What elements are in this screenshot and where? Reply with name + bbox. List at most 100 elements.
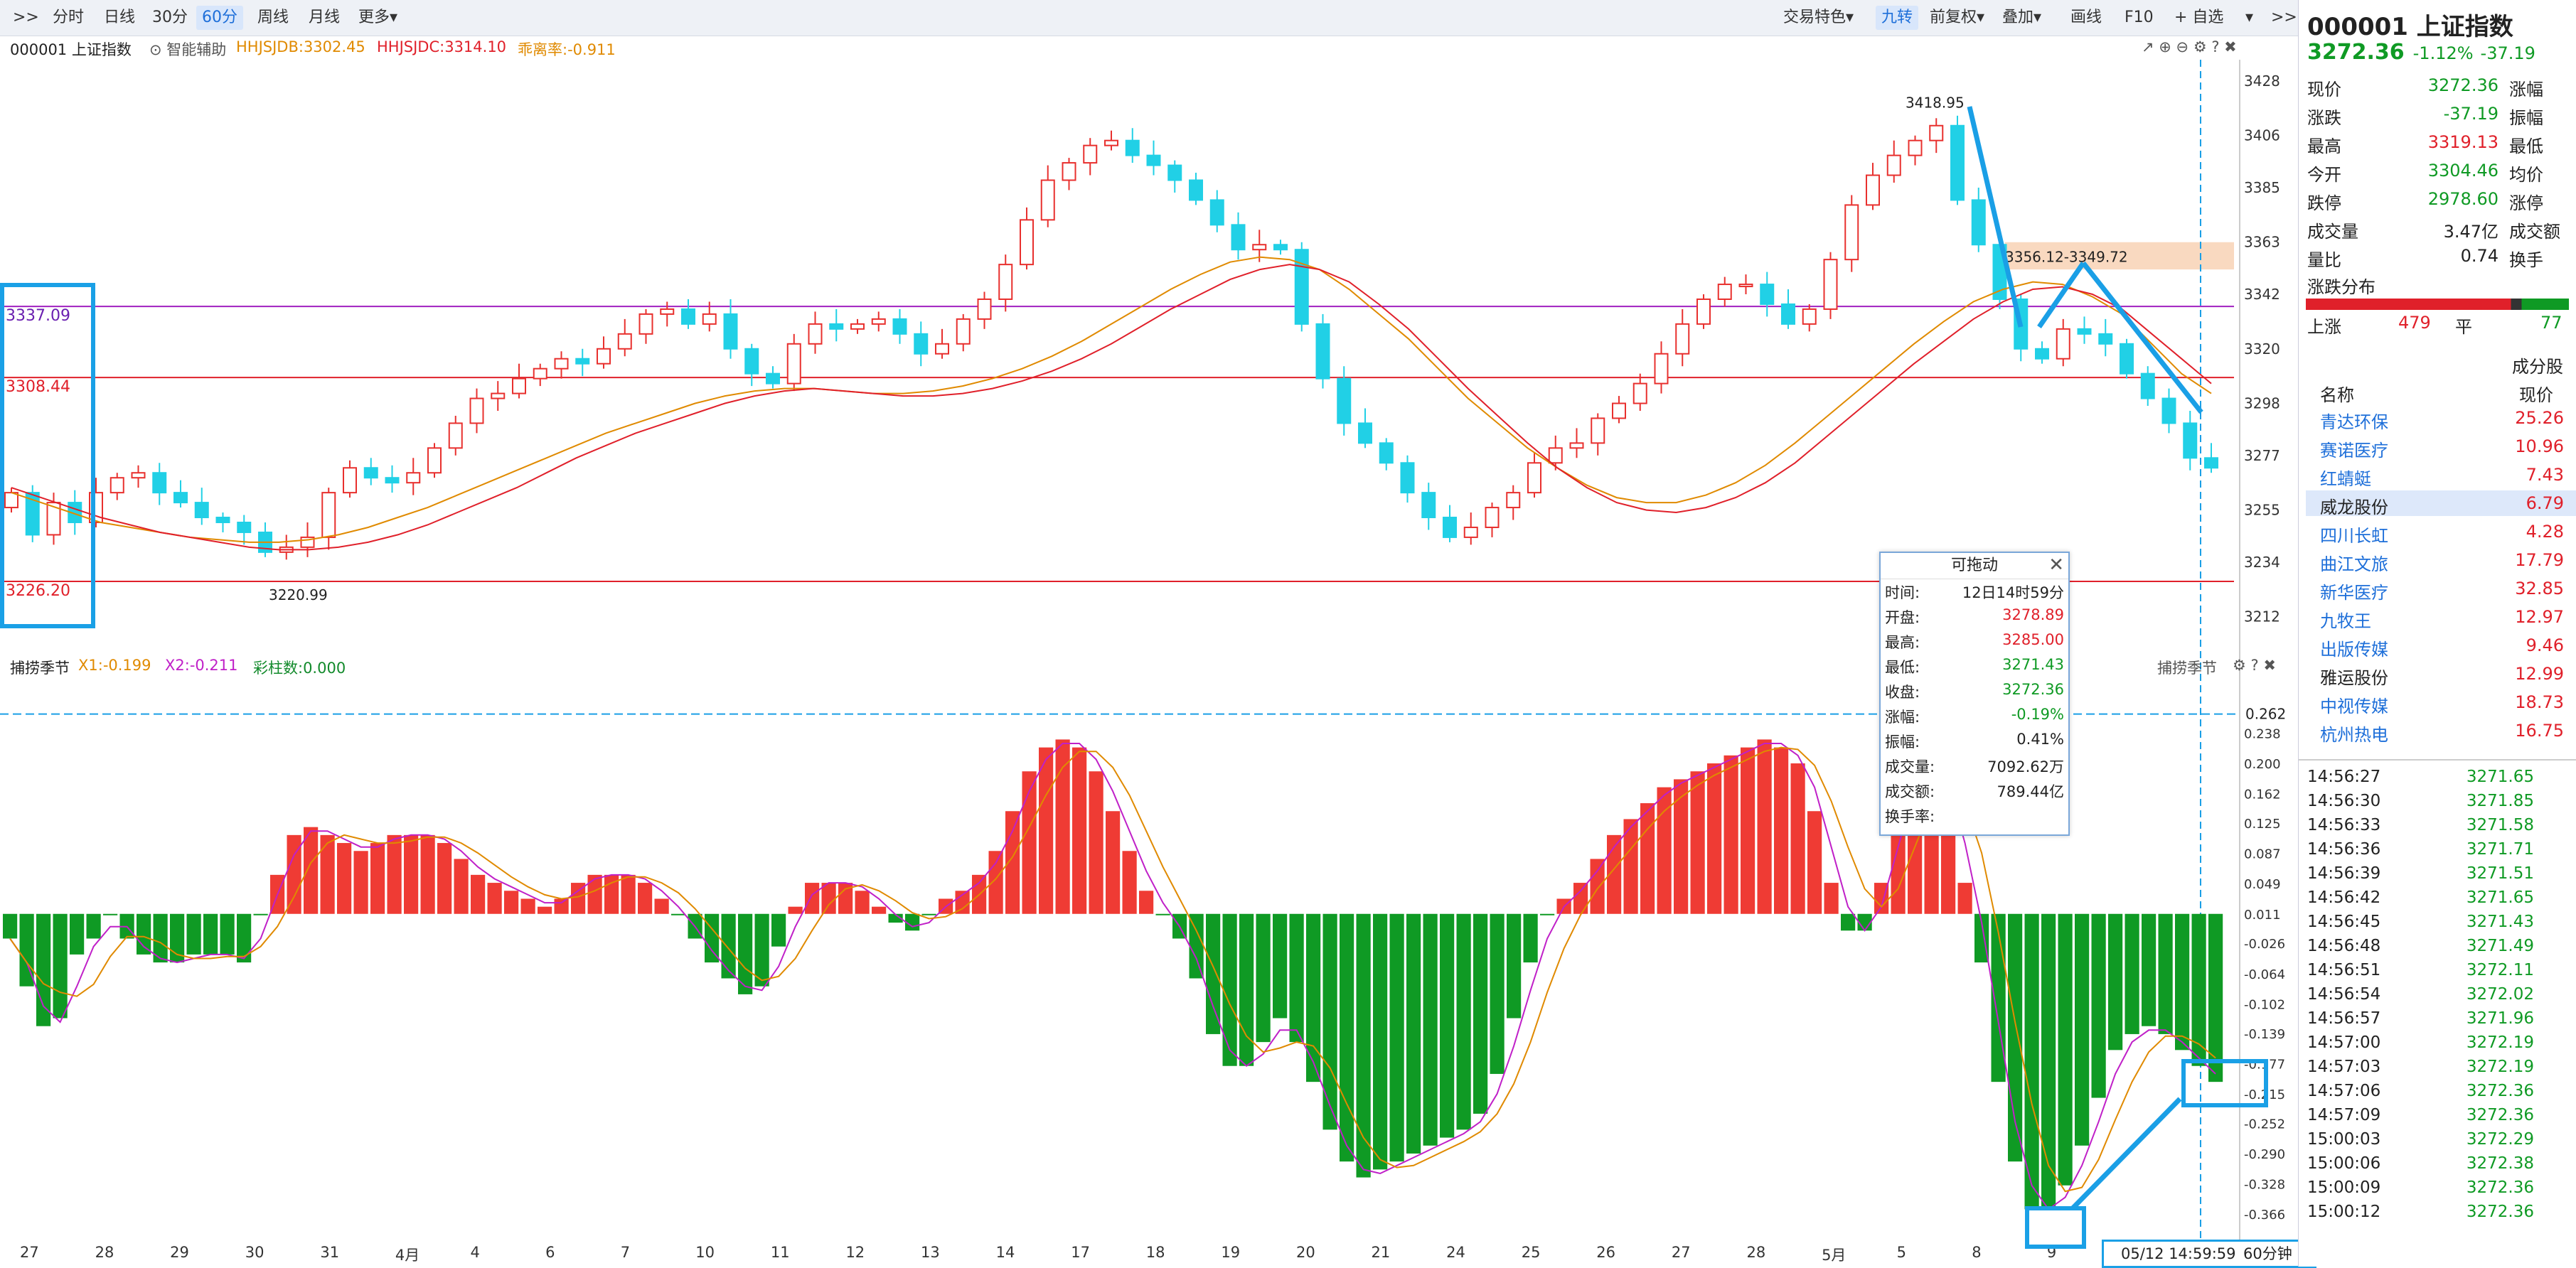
histogram-bar: [671, 913, 686, 915]
toolbar-right-item-0[interactable]: 交易特色▾: [1783, 9, 1854, 26]
histogram-bar: [1523, 913, 1538, 963]
candle: [1400, 462, 1415, 494]
tick-time: 14:56:45: [2307, 913, 2381, 931]
assist-toggle[interactable]: ⊙ 智能辅助: [149, 41, 227, 58]
chevron-down-icon: ⊙: [149, 41, 162, 58]
component-stock-name[interactable]: 四川长虹: [2320, 526, 2388, 546]
quote-label-right: 成交额: [2509, 222, 2560, 242]
toolbar-item-3[interactable]: 30分: [152, 9, 188, 26]
histogram-bar: [1289, 913, 1304, 1043]
component-stock-name[interactable]: 赛诺医疗: [2320, 441, 2388, 461]
candle: [2098, 333, 2113, 345]
toolbar-right-item-5[interactable]: F10: [2125, 9, 2154, 26]
toolbar-item-5[interactable]: 周线: [257, 9, 289, 26]
sub-tick-label: 0.125: [2244, 817, 2281, 832]
toolbar-right-item-4[interactable]: 画线: [2070, 9, 2102, 26]
quote-value: 3.47亿: [2443, 222, 2498, 242]
ohlc-tooltip[interactable]: 可拖动 ✕ 时间: 12日14时59分 开盘: 3278.89 最高: 3285.00 最低…: [1879, 552, 2070, 836]
candle: [617, 333, 632, 350]
histogram-bar: [587, 874, 602, 914]
component-stock-price: 12.97: [2515, 607, 2564, 627]
tooltip-row: 时间: 12日14时59分: [1885, 581, 2064, 606]
date-tick-label: 27: [20, 1244, 39, 1261]
candle: [321, 492, 336, 538]
candle: [744, 348, 759, 375]
date-tick-label: 10: [695, 1244, 715, 1261]
histogram-bar: [1072, 747, 1087, 914]
sub-indicator-x2: X2:-0.211: [165, 657, 238, 674]
dist-bar: [2306, 299, 2569, 310]
histogram-bar: [1757, 739, 1772, 914]
quote-change: -37.19: [2480, 43, 2535, 63]
component-stock-name[interactable]: 九牧王: [2320, 611, 2371, 631]
chart-control-icons[interactable]: ↗ ⊕ ⊖ ⚙ ? ✖: [2142, 38, 2237, 55]
toolbar-item-7[interactable]: 更多▾: [358, 9, 398, 26]
histogram-bar: [1389, 913, 1404, 1162]
sub-tick-label: 0.087: [2244, 847, 2281, 862]
candle: [1696, 298, 1711, 325]
histogram-bar: [1306, 913, 1321, 1082]
close-icon[interactable]: ✕: [2048, 554, 2064, 576]
tooltip-key: 开盘:: [1885, 609, 1920, 626]
component-stock-name[interactable]: 中视传媒: [2320, 697, 2388, 716]
price-tick-label: 3255: [2244, 502, 2280, 519]
component-stock-name[interactable]: 青达环保: [2320, 412, 2388, 432]
histogram-bar: [2208, 913, 2223, 1082]
chart-canvas[interactable]: 3428 3406 3385 3363 3342 3320 3298 3277 3255 3234…: [0, 60, 2298, 1240]
toolbar-right-item-3[interactable]: 叠加▾: [2002, 9, 2042, 26]
candle: [1908, 139, 1923, 156]
components-title: 成分股: [2512, 357, 2563, 377]
toolbar-right-item-8[interactable]: >>: [2271, 9, 2297, 26]
toolbar-item-2[interactable]: 日线: [104, 9, 136, 26]
histogram-bar: [1440, 913, 1455, 1138]
histogram-bar: [1824, 883, 1839, 914]
component-stock-name[interactable]: 出版传媒: [2320, 640, 2388, 660]
toolbar-right-item-6[interactable]: + 自选: [2174, 9, 2224, 26]
component-stock-name[interactable]: 曲江文旅: [2320, 554, 2388, 574]
tick-time: 14:57:03: [2307, 1058, 2381, 1076]
component-stock-name[interactable]: 雅运股份: [2320, 668, 2388, 688]
candle: [1463, 526, 1478, 538]
annotation-box-right: [2181, 1059, 2268, 1107]
histogram-bar: [1841, 913, 1856, 931]
price-tick-label: 3234: [2244, 554, 2280, 571]
date-axis: 27 28 29 30 31 4月 4 6 7 10 11 12 13 14 17 18 19 20 21 24 25 2…: [0, 1240, 2298, 1267]
toolbar-right-item-2[interactable]: 前复权▾: [1930, 9, 1985, 26]
component-stock-name[interactable]: 新华医疗: [2320, 583, 2388, 603]
sub-tick-label: 0.200: [2244, 757, 2281, 772]
component-stock-name[interactable]: 杭州热电: [2320, 725, 2388, 745]
candle: [829, 323, 844, 330]
candle: [660, 308, 675, 315]
histogram-bar: [19, 913, 34, 987]
candle: [998, 264, 1013, 300]
indicator-bias: 乖离率:-0.911: [518, 41, 616, 58]
toolbar-item-4[interactable]: 60分: [196, 6, 243, 30]
toolbar-right-item-1[interactable]: 九转: [1876, 6, 1919, 30]
tick-price: 3271.51: [2466, 864, 2534, 883]
date-tick-label: 24: [1446, 1244, 1465, 1261]
price-tick-label: 3363: [2244, 234, 2280, 251]
date-tick-label: 28: [1746, 1244, 1766, 1261]
date-tick-label: 28: [95, 1244, 114, 1261]
candle: [152, 472, 167, 494]
crosshair-period: 60分钟: [2243, 1245, 2292, 1262]
sub-indicator-controls[interactable]: ⚙ ? ✖: [2233, 657, 2276, 674]
histogram-bar: [754, 913, 769, 987]
tick-price: 3272.29: [2466, 1130, 2534, 1149]
candle: [1443, 517, 1457, 538]
histogram-bar: [1473, 913, 1488, 1114]
component-stock-name[interactable]: 威龙股份: [2320, 498, 2388, 517]
histogram-bar: [103, 913, 118, 915]
tooltip-value: 3271.43: [2002, 656, 2064, 673]
tooltip-key: 成交量:: [1885, 758, 1935, 775]
date-tick-label: 13: [921, 1244, 940, 1261]
quote-label-right: 振幅: [2509, 108, 2543, 128]
toolbar-right-item-7[interactable]: ▾: [2245, 9, 2254, 26]
toolbar-item-1[interactable]: 分时: [53, 9, 85, 26]
sub-current-label: 0.262: [2245, 706, 2286, 723]
tooltip-key: 涨幅:: [1885, 709, 1920, 726]
toolbar-item-6[interactable]: 月线: [309, 9, 341, 26]
toolbar-item-0[interactable]: >>: [13, 9, 39, 26]
col-price: 现价: [2519, 385, 2553, 405]
component-stock-name[interactable]: 红蜻蜓: [2320, 469, 2371, 489]
